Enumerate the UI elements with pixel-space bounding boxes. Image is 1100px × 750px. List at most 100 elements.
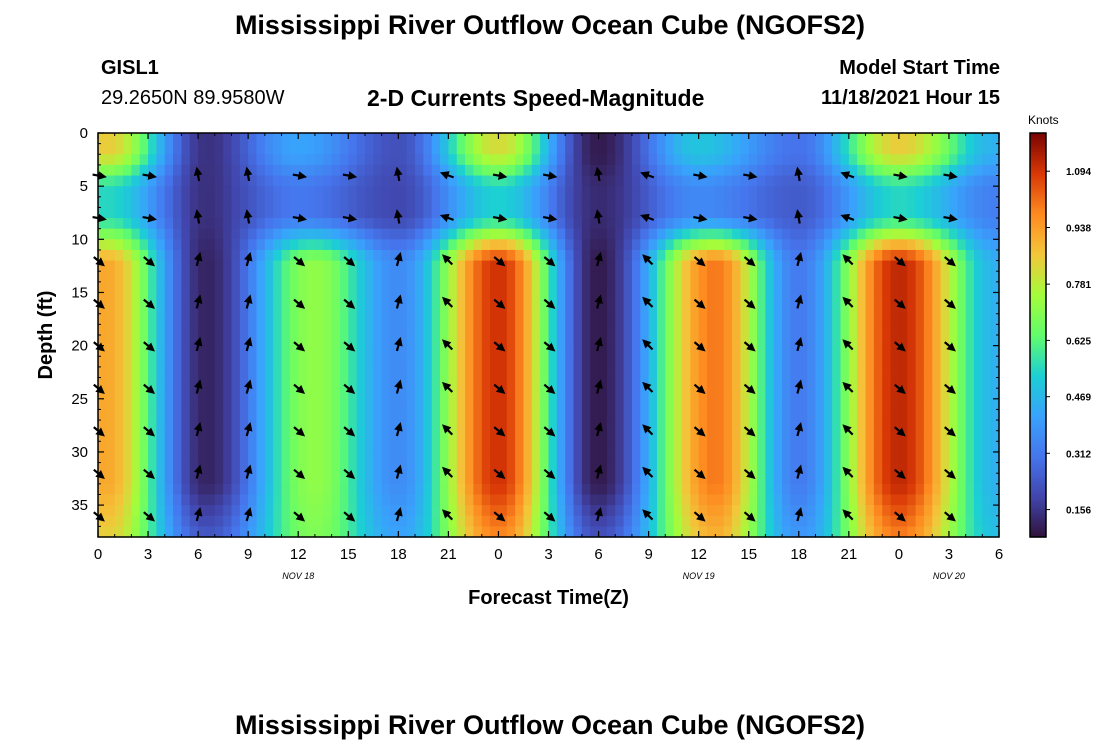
heatmap-cell	[339, 313, 349, 325]
colorbar-segment	[1030, 217, 1046, 221]
heatmap-cell	[431, 420, 441, 432]
heatmap-cell	[973, 313, 983, 325]
heatmap-cell	[907, 335, 917, 347]
heatmap-cell	[298, 335, 308, 347]
heatmap-cell	[790, 398, 800, 411]
heatmap-cell	[214, 441, 224, 453]
heatmap-cell	[223, 388, 233, 400]
x-tick-label: 9	[644, 546, 652, 563]
heatmap-cell	[748, 313, 758, 325]
heatmap-cell	[940, 164, 950, 177]
heatmap-cell	[865, 260, 875, 272]
heatmap-cell	[289, 398, 299, 411]
heatmap-cell	[757, 388, 766, 400]
heatmap-cell	[156, 462, 166, 474]
heatmap-cell	[106, 451, 116, 464]
heatmap-cell	[957, 377, 967, 389]
heatmap-cell	[681, 324, 691, 336]
heatmap-cell	[656, 366, 666, 379]
heatmap-cell	[306, 420, 316, 432]
heatmap-cell	[415, 483, 424, 496]
heatmap-cell	[156, 313, 166, 325]
heatmap-cell	[740, 260, 750, 272]
heatmap-cell	[915, 345, 925, 357]
x-axis-label: Forecast Time(Z)	[468, 587, 629, 609]
heatmap-cell	[139, 324, 149, 336]
heatmap-cell	[606, 356, 616, 368]
current-vector	[743, 256, 756, 267]
heatmap-cell	[331, 473, 341, 485]
heatmap-cell	[498, 356, 508, 368]
heatmap-cell	[356, 324, 366, 336]
heatmap-cell	[656, 281, 666, 294]
heatmap-cell	[865, 218, 875, 230]
heatmap-cell	[782, 228, 792, 240]
heatmap-cell	[965, 292, 975, 304]
current-vector	[243, 464, 253, 479]
heatmap-cell	[273, 494, 283, 506]
heatmap-cell	[748, 218, 758, 230]
heatmap-cell	[782, 462, 792, 474]
heatmap-cell	[782, 451, 792, 464]
heatmap-cell	[264, 281, 274, 294]
heatmap-cell	[148, 366, 157, 379]
heatmap-cell	[757, 473, 766, 485]
heatmap-cell	[198, 494, 208, 506]
heatmap-cell	[907, 133, 917, 145]
heatmap-cell	[840, 260, 850, 272]
heatmap-cell	[556, 324, 566, 336]
heatmap-cell	[364, 451, 374, 464]
heatmap-cell	[281, 335, 291, 347]
heatmap-cell	[732, 366, 741, 379]
heatmap-cell	[590, 441, 600, 453]
heatmap-cell	[456, 462, 466, 474]
heatmap-cell	[339, 249, 349, 262]
heatmap-cell	[598, 133, 608, 145]
heatmap-cell	[807, 249, 817, 262]
heatmap-cell	[673, 249, 683, 262]
heatmap-cell	[214, 281, 224, 294]
current-vector	[442, 339, 454, 351]
heatmap-cell	[173, 356, 183, 368]
heatmap-cell	[406, 505, 416, 517]
heatmap-cell	[698, 398, 708, 411]
heatmap-cell	[431, 409, 441, 421]
heatmap-cell	[965, 462, 975, 474]
heatmap-cell	[373, 515, 383, 527]
heatmap-cell	[114, 154, 124, 166]
heatmap-cell	[573, 260, 583, 272]
heatmap-cell	[114, 133, 124, 145]
heatmap-cell	[565, 505, 575, 517]
heatmap-cell	[598, 175, 608, 187]
heatmap-cell	[331, 505, 341, 517]
heatmap-cell	[298, 356, 308, 368]
heatmap-cell	[531, 154, 541, 166]
heatmap-cell	[748, 324, 758, 336]
heatmap-cell	[264, 313, 274, 325]
heatmap-cell	[515, 356, 525, 368]
heatmap-cell	[440, 154, 449, 166]
heatmap-cell	[481, 313, 491, 325]
heatmap-cell	[915, 398, 925, 411]
heatmap-cell	[656, 398, 666, 411]
heatmap-cell	[615, 175, 625, 187]
heatmap-cell	[540, 505, 550, 517]
heatmap-cell	[123, 473, 132, 485]
heatmap-cell	[857, 249, 867, 262]
heatmap-cell	[398, 505, 408, 517]
colorbar-segment	[1030, 397, 1046, 401]
heatmap-cell	[631, 462, 641, 474]
heatmap-cell	[173, 473, 183, 485]
heatmap-cell	[223, 420, 233, 432]
heatmap-cell	[965, 345, 975, 357]
heatmap-cell	[606, 473, 616, 485]
heatmap-cell	[423, 228, 433, 240]
heatmap-cell	[681, 473, 691, 485]
heatmap-cell	[331, 441, 341, 453]
heatmap-cell	[406, 175, 416, 187]
heatmap-cell	[565, 377, 575, 389]
heatmap-cell	[965, 398, 975, 411]
heatmap-cell	[98, 451, 107, 464]
heatmap-cell	[798, 164, 808, 177]
heatmap-cell	[707, 356, 716, 368]
